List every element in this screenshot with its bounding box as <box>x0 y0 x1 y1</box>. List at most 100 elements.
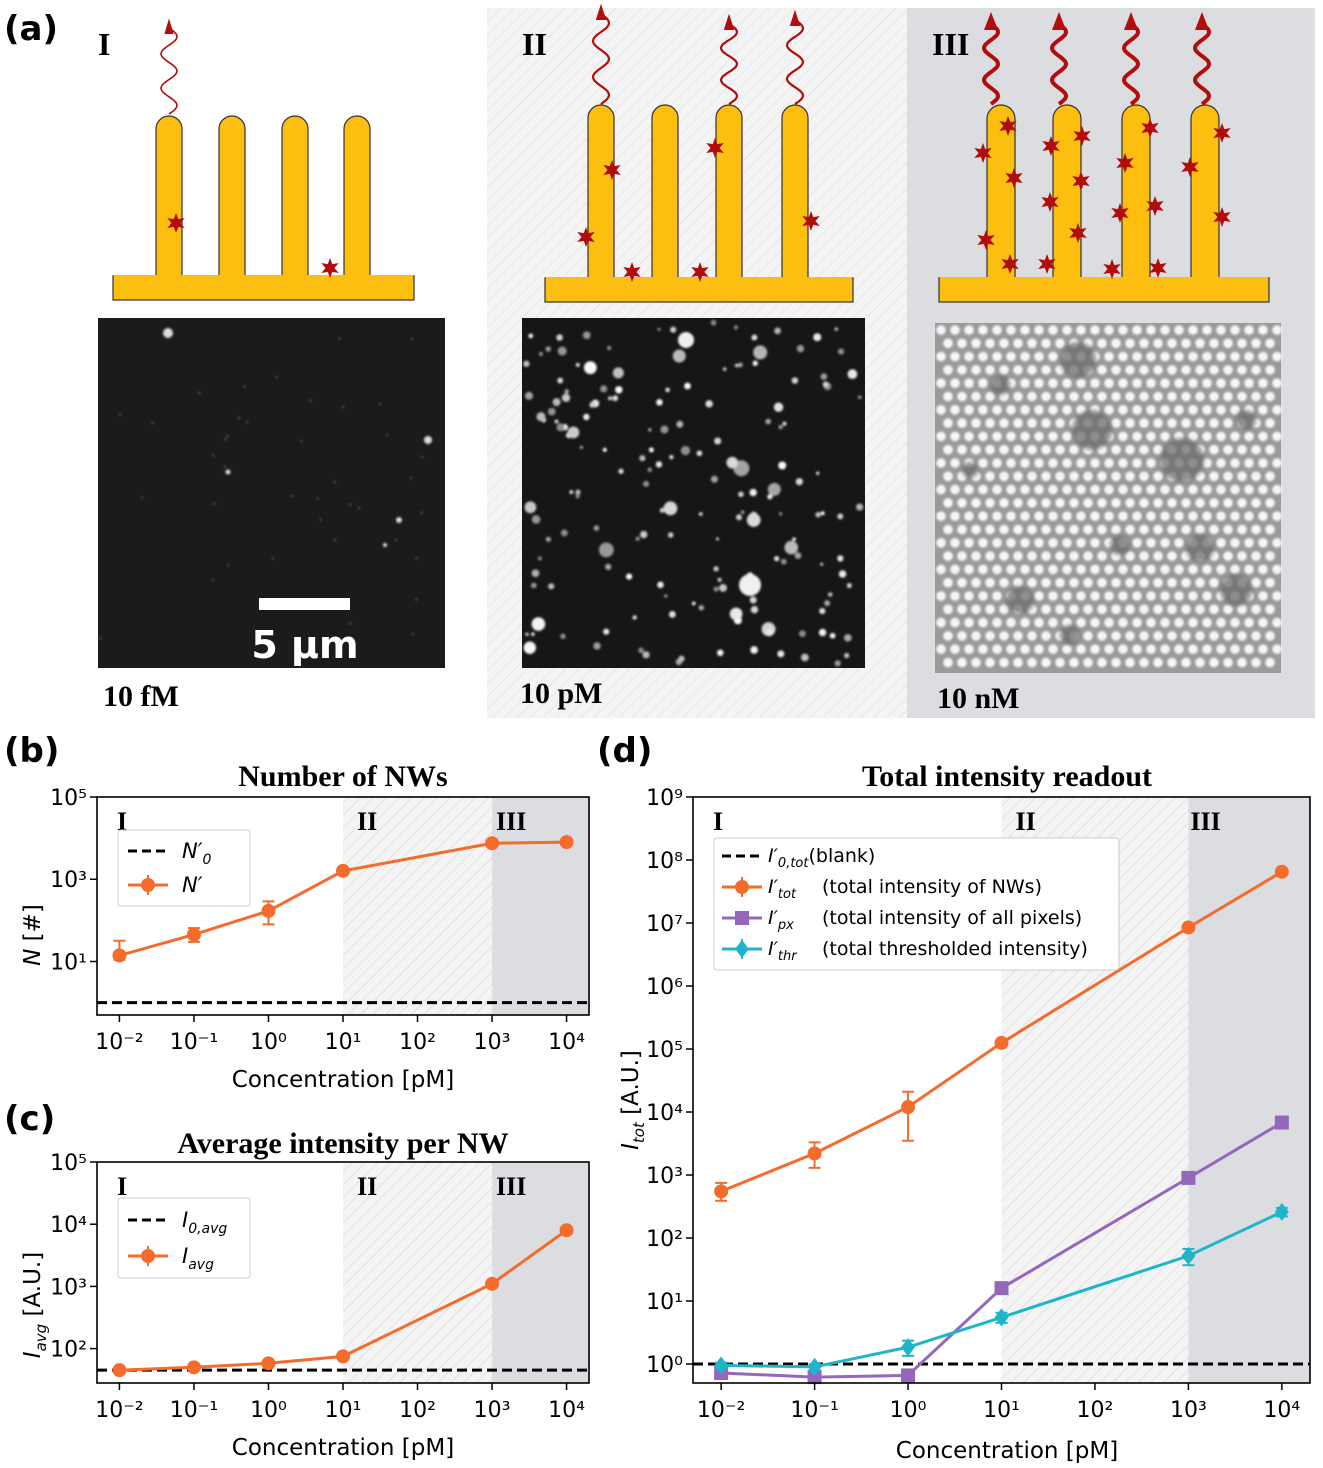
fluorescence-spot <box>782 421 787 426</box>
substrate <box>938 277 1270 303</box>
fluorescence-spot <box>1202 458 1212 468</box>
x-tick-label: 10⁴ <box>548 1398 585 1423</box>
fluorescence-spot <box>1153 391 1163 402</box>
fluorescence-spot <box>1055 338 1065 349</box>
data-point <box>261 903 276 918</box>
fluorescence-spot <box>936 644 946 654</box>
fluorescence-spot <box>1097 498 1107 508</box>
fluorescence-spot <box>985 524 995 535</box>
panel-d-label: (d) <box>597 731 652 771</box>
fluorescence-spot <box>1258 405 1268 415</box>
fluorescence-spot <box>1153 551 1163 561</box>
region-label-i: I <box>713 807 723 836</box>
fluorescence-spot <box>598 542 614 558</box>
fluorescence-spot <box>1188 617 1198 628</box>
fluorescent-label-star <box>1041 192 1059 212</box>
dark-patch <box>1110 535 1130 555</box>
fluorescence-spot <box>1076 564 1086 575</box>
fluorescence-spot <box>1132 458 1142 468</box>
dark-patch <box>1236 410 1256 430</box>
fluorescence-spot <box>774 556 780 562</box>
emission-wave <box>1192 22 1212 106</box>
fluorescence-spot <box>1272 325 1282 335</box>
fluorescence-spot <box>1125 631 1135 641</box>
fluorescence-spot <box>943 365 953 375</box>
fluorescence-spot <box>978 405 988 415</box>
fluorescence-spot <box>531 617 546 631</box>
fluorescence-spot <box>1097 391 1107 402</box>
fluorescence-spot <box>740 510 745 514</box>
fluorescence-spot <box>1034 484 1044 495</box>
fluorescence-spot <box>1237 524 1247 535</box>
fluorescence-spot <box>1216 325 1226 335</box>
fluorescence-spot <box>726 456 739 469</box>
fluorescence-spot <box>820 373 828 380</box>
fluorescence-spot <box>846 583 852 589</box>
y-tick-label: 10² <box>50 1338 87 1363</box>
fluorescence-spot <box>943 524 953 535</box>
fluorescence-spot <box>1258 378 1268 389</box>
fluorescence-spot <box>813 333 822 342</box>
fluorescent-label-star <box>1213 207 1231 227</box>
fluorescence-spot <box>1153 418 1163 428</box>
fluorescence-spot <box>1006 405 1016 415</box>
fluorescence-spot <box>556 423 565 432</box>
fluorescence-spot <box>1139 657 1149 668</box>
data-point <box>1181 1246 1196 1265</box>
fluorescence-spot <box>1160 617 1170 628</box>
fluorescence-spot <box>525 391 534 400</box>
fluorescence-spot <box>1209 338 1219 349</box>
chart-b-title: Number of NWs <box>238 760 447 793</box>
y-tick-label: 10³ <box>50 868 87 893</box>
fluorescence-spot <box>936 458 946 468</box>
nanowire <box>1190 104 1220 279</box>
chart-b-ylabel: N [#] <box>20 904 46 966</box>
fluorescence-spot <box>1174 378 1184 389</box>
x-tick-label: 10¹ <box>325 1398 362 1423</box>
fluorescence-spot <box>1013 498 1023 508</box>
fluorescence-spot <box>1062 431 1072 442</box>
fluorescence-spot <box>950 591 960 601</box>
fluorescence-spot <box>1048 484 1058 495</box>
fluorescence-spot <box>765 418 772 425</box>
fluorescence-spot <box>1076 378 1086 389</box>
fluorescence-spot <box>1174 405 1184 415</box>
fluorescence-spot <box>333 480 336 484</box>
fluorescence-spot <box>1125 551 1135 561</box>
fluorescence-spot <box>606 345 612 351</box>
fluorescence-spot <box>1027 391 1037 402</box>
fluorescence-spot <box>1132 538 1142 548</box>
fluorescence-spot <box>844 634 852 642</box>
emission-wave <box>785 19 805 105</box>
fluorescence-spot <box>1251 604 1261 615</box>
fluorescence-spot <box>1118 325 1128 335</box>
nanowire-array-i <box>112 18 415 301</box>
fluorescence-spot <box>943 631 953 641</box>
fluorescence-spot <box>1090 458 1100 468</box>
fluorescence-spot <box>713 566 719 572</box>
fluorescence-spot <box>1090 484 1100 495</box>
emission-arrowhead <box>164 18 174 34</box>
fluorescence-spot <box>1027 657 1037 668</box>
fluorescence-spot <box>1090 325 1100 335</box>
fluorescence-spot <box>583 361 597 375</box>
fluorescence-spot <box>1230 564 1240 575</box>
fluorescence-spot <box>1069 391 1079 402</box>
data-point <box>559 1223 574 1238</box>
fluorescence-spot <box>1097 338 1107 349</box>
substrate <box>544 277 854 303</box>
fluorescent-label-star <box>603 160 621 180</box>
fluorescence-spot <box>1062 617 1072 628</box>
fluorescence-spot <box>338 337 341 340</box>
fluorescence-spot <box>579 445 584 449</box>
fluorescence-spot <box>1104 644 1114 654</box>
fluorescence-spot <box>1006 644 1016 654</box>
fluorescence-spot <box>1048 325 1058 335</box>
fluorescence-spot <box>978 644 988 654</box>
fluorescence-spot <box>1216 431 1226 442</box>
fluorescence-spot <box>1027 577 1037 588</box>
panel-a-label: (a) <box>4 9 58 49</box>
fluorescence-spot <box>950 644 960 654</box>
emission-arrowhead <box>723 13 735 31</box>
fluorescence-spot <box>1041 657 1051 668</box>
